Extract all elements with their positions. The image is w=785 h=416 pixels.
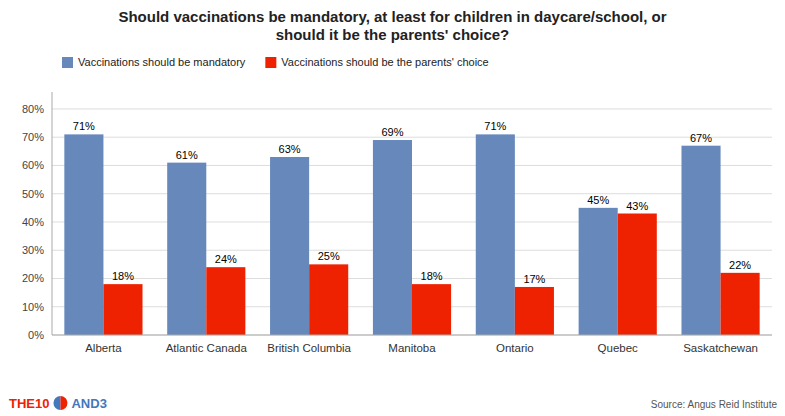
- x-tick-label: Manitoba: [388, 342, 436, 354]
- data-labels: 71% 61% 63% 69% 71% 45% 67% 18% 24% 25% 18% 17% 43% 2…: [73, 120, 751, 285]
- data-label: 67%: [690, 132, 712, 144]
- title-line: Should vaccinations be mandatory, at lea…: [118, 8, 666, 25]
- legend-entry: Vaccinations should be the parents' choi…: [281, 56, 488, 68]
- grid-line: [52, 335, 772, 336]
- legend: Vaccinations should be mandatory Vaccinat…: [62, 56, 489, 68]
- data-label: 18%: [421, 270, 443, 282]
- bar: [167, 163, 206, 335]
- grid-line: [52, 108, 772, 109]
- bar: [64, 134, 103, 335]
- bar: [618, 214, 657, 336]
- source-note: Source: Angus Reid Institute: [651, 399, 778, 410]
- x-tick-label: Atlantic Canada: [166, 342, 248, 354]
- bar: [515, 287, 554, 335]
- x-tick-label: Quebec: [598, 342, 639, 354]
- background: [0, 0, 785, 416]
- data-label: 63%: [279, 143, 301, 155]
- bar: [579, 208, 618, 335]
- bar: [206, 267, 245, 335]
- y-tick-label: 70%: [22, 131, 44, 143]
- x-tick-label: Alberta: [85, 342, 122, 354]
- y-tick-label: 80%: [22, 103, 44, 115]
- y-tick-label: 40%: [22, 216, 44, 228]
- legend-swatch: [62, 57, 73, 68]
- data-label: 24%: [215, 253, 237, 265]
- logo-icon: [60, 396, 67, 410]
- logo-text: AND3: [71, 396, 106, 411]
- y-tick-label: 10%: [22, 301, 44, 313]
- grid-line: [52, 137, 772, 138]
- data-label: 71%: [484, 120, 506, 132]
- title: Should vaccinations be mandatory, at lea…: [118, 8, 666, 43]
- data-label: 25%: [318, 250, 340, 262]
- data-label: 18%: [112, 270, 134, 282]
- y-tick-label: 30%: [22, 244, 44, 256]
- bar: [681, 146, 720, 335]
- legend-swatch: [265, 57, 276, 68]
- data-label: 17%: [523, 273, 545, 285]
- x-tick-label: Ontario: [496, 342, 534, 354]
- bar: [721, 273, 760, 335]
- chart: Should vaccinations be mandatory, at lea…: [0, 0, 785, 416]
- title-line: should it be the parents' choice?: [276, 26, 510, 43]
- y-tick-label: 50%: [22, 188, 44, 200]
- legend-entry: Vaccinations should be mandatory: [78, 56, 246, 68]
- bars: [64, 134, 759, 335]
- bar: [412, 284, 451, 335]
- x-tick-label: Saskatchewan: [683, 342, 758, 354]
- bar: [309, 264, 348, 335]
- data-label: 45%: [587, 194, 609, 206]
- bar: [103, 284, 142, 335]
- y-axis-line: [52, 92, 53, 335]
- data-label: 43%: [626, 200, 648, 212]
- x-tick-label: British Columbia: [267, 342, 351, 354]
- data-label: 61%: [176, 149, 198, 161]
- y-tick-label: 20%: [22, 272, 44, 284]
- y-tick-label: 0%: [28, 329, 44, 341]
- bar: [270, 157, 309, 335]
- data-label: 69%: [381, 126, 403, 138]
- bar: [476, 134, 515, 335]
- data-label: 22%: [729, 259, 751, 271]
- bar: [373, 140, 412, 335]
- y-tick-label: 60%: [22, 159, 44, 171]
- logo-icon: [53, 396, 60, 410]
- grid: [52, 109, 772, 335]
- data-label: 71%: [73, 120, 95, 132]
- x-axis-line: [52, 335, 772, 336]
- logo-text: THE10: [9, 396, 49, 411]
